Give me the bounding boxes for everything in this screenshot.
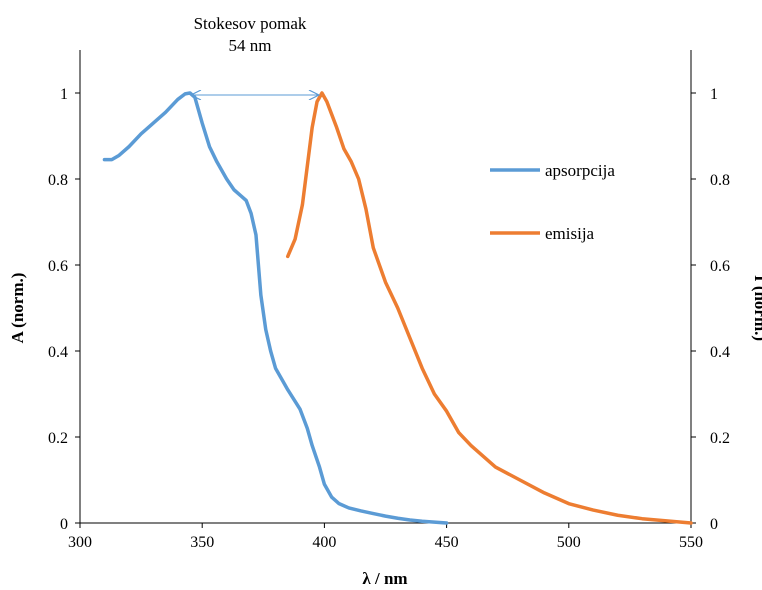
- left-y-tick-label: 0.6: [48, 258, 68, 275]
- left-y-tick-label: 0.4: [48, 344, 68, 361]
- right-y-tick-label: 0.6: [710, 258, 730, 275]
- x-axis-title: λ / nm: [362, 569, 407, 588]
- legend: apsorpcija emisija: [490, 161, 615, 243]
- x-tick-label: 500: [557, 534, 581, 551]
- left-y-tick-label: 1: [60, 86, 68, 103]
- annotation-line-2: 54 nm: [229, 36, 272, 55]
- annotation-line-1: Stokesov pomak: [194, 14, 307, 33]
- x-ticks: 300 350 400 450 500 550: [68, 523, 703, 551]
- left-y-tick-label: 0.2: [48, 430, 68, 447]
- right-y-tick-label: 0.8: [710, 172, 730, 189]
- left-y-ticks: 0 0.2 0.4 0.6 0.8 1: [48, 86, 80, 533]
- plot-area: 300 350 400 450 500 550 0 0.2 0.4 0.6 0.8 1 0 0.2 0.…: [48, 50, 730, 551]
- left-y-axis-title: A (norm.): [8, 273, 27, 344]
- x-tick-label: 350: [190, 534, 214, 551]
- x-tick-label: 450: [435, 534, 459, 551]
- left-y-tick-label: 0: [60, 516, 68, 533]
- right-y-tick-label: 0.2: [710, 430, 730, 447]
- right-y-tick-label: 1: [710, 86, 718, 103]
- series-line-apsorpcija: [102, 91, 449, 525]
- series-layer: [102, 91, 693, 525]
- legend-label-apsorpcija: apsorpcija: [545, 161, 615, 180]
- series-line-emisija: [285, 91, 693, 525]
- legend-label-emisija: emisija: [545, 224, 595, 243]
- left-y-tick-label: 0.8: [48, 172, 68, 189]
- right-y-axis-title: I (norm.): [751, 275, 762, 341]
- right-y-ticks: 0 0.2 0.4 0.6 0.8 1: [691, 86, 730, 533]
- x-tick-label: 300: [68, 534, 92, 551]
- x-tick-label: 550: [679, 534, 703, 551]
- right-y-tick-label: 0.4: [710, 344, 730, 361]
- x-tick-label: 400: [312, 534, 336, 551]
- right-y-tick-label: 0: [710, 516, 718, 533]
